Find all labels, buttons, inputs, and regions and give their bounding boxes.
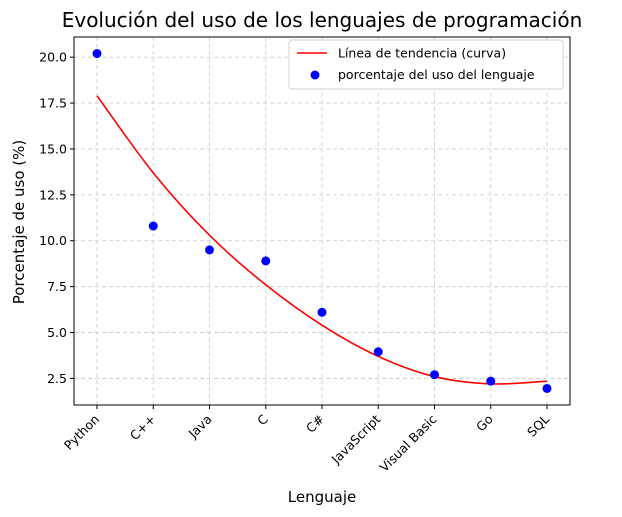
grid xyxy=(74,37,570,405)
data-point xyxy=(261,256,271,266)
y-tick-label: 15.0 xyxy=(39,141,67,156)
data-point xyxy=(148,221,158,231)
x-tick-label: Go xyxy=(473,412,496,435)
chart-title: Evolución del uso de los lenguajes de pr… xyxy=(62,8,583,32)
x-tick-label: C# xyxy=(303,412,327,436)
x-axis-label: Lenguaje xyxy=(288,488,356,506)
scatter-points-layer xyxy=(92,49,552,393)
legend: Línea de tendencia (curva) porcentaje de… xyxy=(288,39,564,90)
x-tick-label: Python xyxy=(61,412,102,453)
y-axis: 2.5 5.0 7.5 10.0 12.5 15.0 17.5 20.0 xyxy=(39,50,74,386)
y-axis-label: Porcentaje de uso (%) xyxy=(10,140,28,305)
x-tick-label: Visual Basic xyxy=(376,411,439,474)
y-tick-label: 12.5 xyxy=(39,187,67,202)
data-point xyxy=(205,245,214,255)
y-tick-label: 10.0 xyxy=(39,233,67,248)
x-tick-label: JavaScript xyxy=(328,411,384,467)
x-tick-label: Java xyxy=(185,412,215,442)
y-tick-label: 5.0 xyxy=(47,325,67,340)
legend-scatter-swatch xyxy=(310,70,320,80)
x-tick-label: C xyxy=(254,411,271,428)
data-point xyxy=(430,370,439,380)
y-tick-label: 7.5 xyxy=(47,279,67,294)
y-tick-label: 17.5 xyxy=(39,96,67,111)
data-point xyxy=(92,49,102,59)
data-point xyxy=(486,376,496,386)
x-tick-label: SQL xyxy=(524,411,552,439)
legend-box xyxy=(288,39,564,90)
data-point xyxy=(373,347,383,357)
y-tick-label: 20.0 xyxy=(39,50,67,65)
y-tick-label: 2.5 xyxy=(47,371,67,386)
data-point xyxy=(542,383,552,393)
trend-line xyxy=(96,95,548,385)
data-point xyxy=(317,307,327,317)
legend-scatter-label: porcentaje del uso del lenguaje xyxy=(338,67,535,82)
trend-line-layer xyxy=(96,95,548,385)
x-tick-label: C++ xyxy=(127,412,159,444)
legend-trend-label: Línea de tendencia (curva) xyxy=(338,46,506,61)
